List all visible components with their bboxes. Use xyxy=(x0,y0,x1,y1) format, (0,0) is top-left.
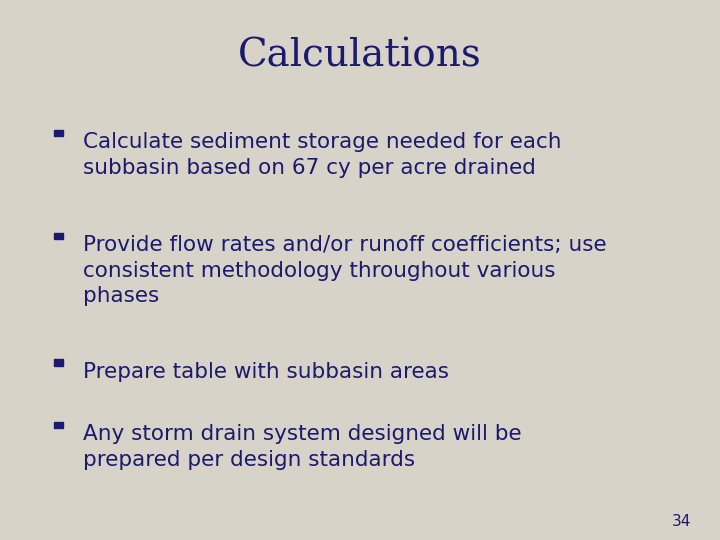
Bar xyxy=(54,360,63,366)
Text: Provide flow rates and/or runoff coefficients; use
consistent methodology throug: Provide flow rates and/or runoff coeffic… xyxy=(83,235,606,306)
Text: Any storm drain system designed will be
prepared per design standards: Any storm drain system designed will be … xyxy=(83,424,521,469)
Bar xyxy=(54,233,63,239)
Bar xyxy=(54,130,63,137)
Text: Calculations: Calculations xyxy=(238,38,482,75)
Text: 34: 34 xyxy=(672,514,691,529)
Text: Prepare table with subbasin areas: Prepare table with subbasin areas xyxy=(83,362,449,382)
Bar xyxy=(54,422,63,428)
Text: Calculate sediment storage needed for each
subbasin based on 67 cy per acre drai: Calculate sediment storage needed for ea… xyxy=(83,132,562,178)
